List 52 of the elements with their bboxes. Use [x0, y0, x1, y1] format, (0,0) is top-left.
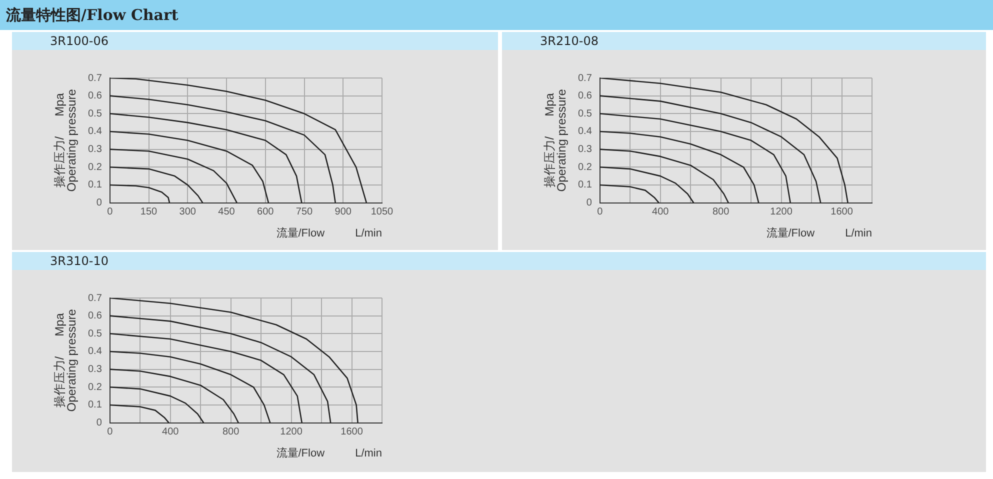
x-tick-label: 900: [334, 206, 352, 218]
x-tick-label: 0: [597, 206, 604, 218]
x-axis-title: 流量/Flow L/min: [276, 226, 382, 240]
x-tick-label: 800: [222, 426, 240, 438]
x-tick-label: 600: [257, 206, 274, 218]
y-tick-label: 0.4: [88, 346, 102, 358]
y-axis-title: 操作压力/ Mpa Operating pressure: [542, 88, 568, 192]
y-tick-label: 0: [96, 418, 102, 429]
y-tick-label: 0.7: [88, 292, 102, 304]
x-tick-label: 150: [140, 206, 158, 218]
y-tick-label: 0.2: [88, 382, 102, 393]
y-tick-label: 0.3: [88, 364, 102, 376]
x-tick-label: 1600: [830, 206, 854, 218]
x-tick-label: 0: [107, 206, 114, 218]
y-tick-label: 0.6: [88, 90, 102, 102]
chart-subtitle: 3R210-08: [502, 32, 986, 50]
x-tick-label: 800: [712, 206, 730, 218]
y-tick-label: 0.1: [88, 180, 102, 191]
x-tick-label: 1200: [770, 206, 793, 218]
y-tick-label: 0.7: [88, 72, 102, 84]
x-axis-title: 流量/Flow L/min: [766, 226, 872, 240]
y-tick-label: 0.1: [88, 400, 102, 411]
chart-title: 流量特性图/Flow Chart: [0, 0, 993, 30]
y-tick-label: 0.1: [578, 180, 592, 191]
x-tick-label: 1200: [280, 426, 303, 438]
y-tick-label: 0.5: [88, 328, 102, 340]
chart-subtitle: 3R310-10: [12, 252, 986, 270]
y-tick-label: 0.6: [88, 310, 102, 322]
y-tick-label: 0.3: [578, 144, 592, 156]
y-axis-title: 操作压力/ Mpa Operating pressure: [52, 308, 78, 412]
y-tick-label: 0: [586, 198, 592, 209]
y-tick-label: 0.7: [578, 72, 592, 84]
y-tick-label: 0.6: [578, 90, 592, 102]
x-tick-label: 1050: [370, 206, 394, 218]
x-tick-label: 0: [107, 426, 114, 438]
y-tick-label: 0: [96, 198, 102, 209]
y-tick-label: 0.5: [88, 108, 102, 120]
y-tick-label: 0.3: [88, 144, 102, 156]
y-tick-label: 0.4: [88, 126, 102, 138]
y-tick-label: 0.2: [88, 162, 102, 173]
x-tick-label: 400: [162, 426, 180, 438]
x-tick-label: 400: [652, 206, 670, 218]
x-tick-label: 450: [218, 206, 236, 218]
x-axis-title: 流量/Flow L/min: [276, 446, 382, 460]
x-tick-label: 750: [296, 206, 314, 218]
y-tick-label: 0.5: [578, 108, 592, 120]
x-tick-label: 1600: [340, 426, 364, 438]
y-tick-label: 0.2: [578, 162, 592, 173]
x-tick-label: 300: [179, 206, 196, 218]
y-axis-title: 操作压力/ Mpa Operating pressure: [52, 88, 78, 192]
chart-subtitle: 3R100-06: [12, 32, 498, 50]
y-tick-label: 0.4: [578, 126, 592, 138]
